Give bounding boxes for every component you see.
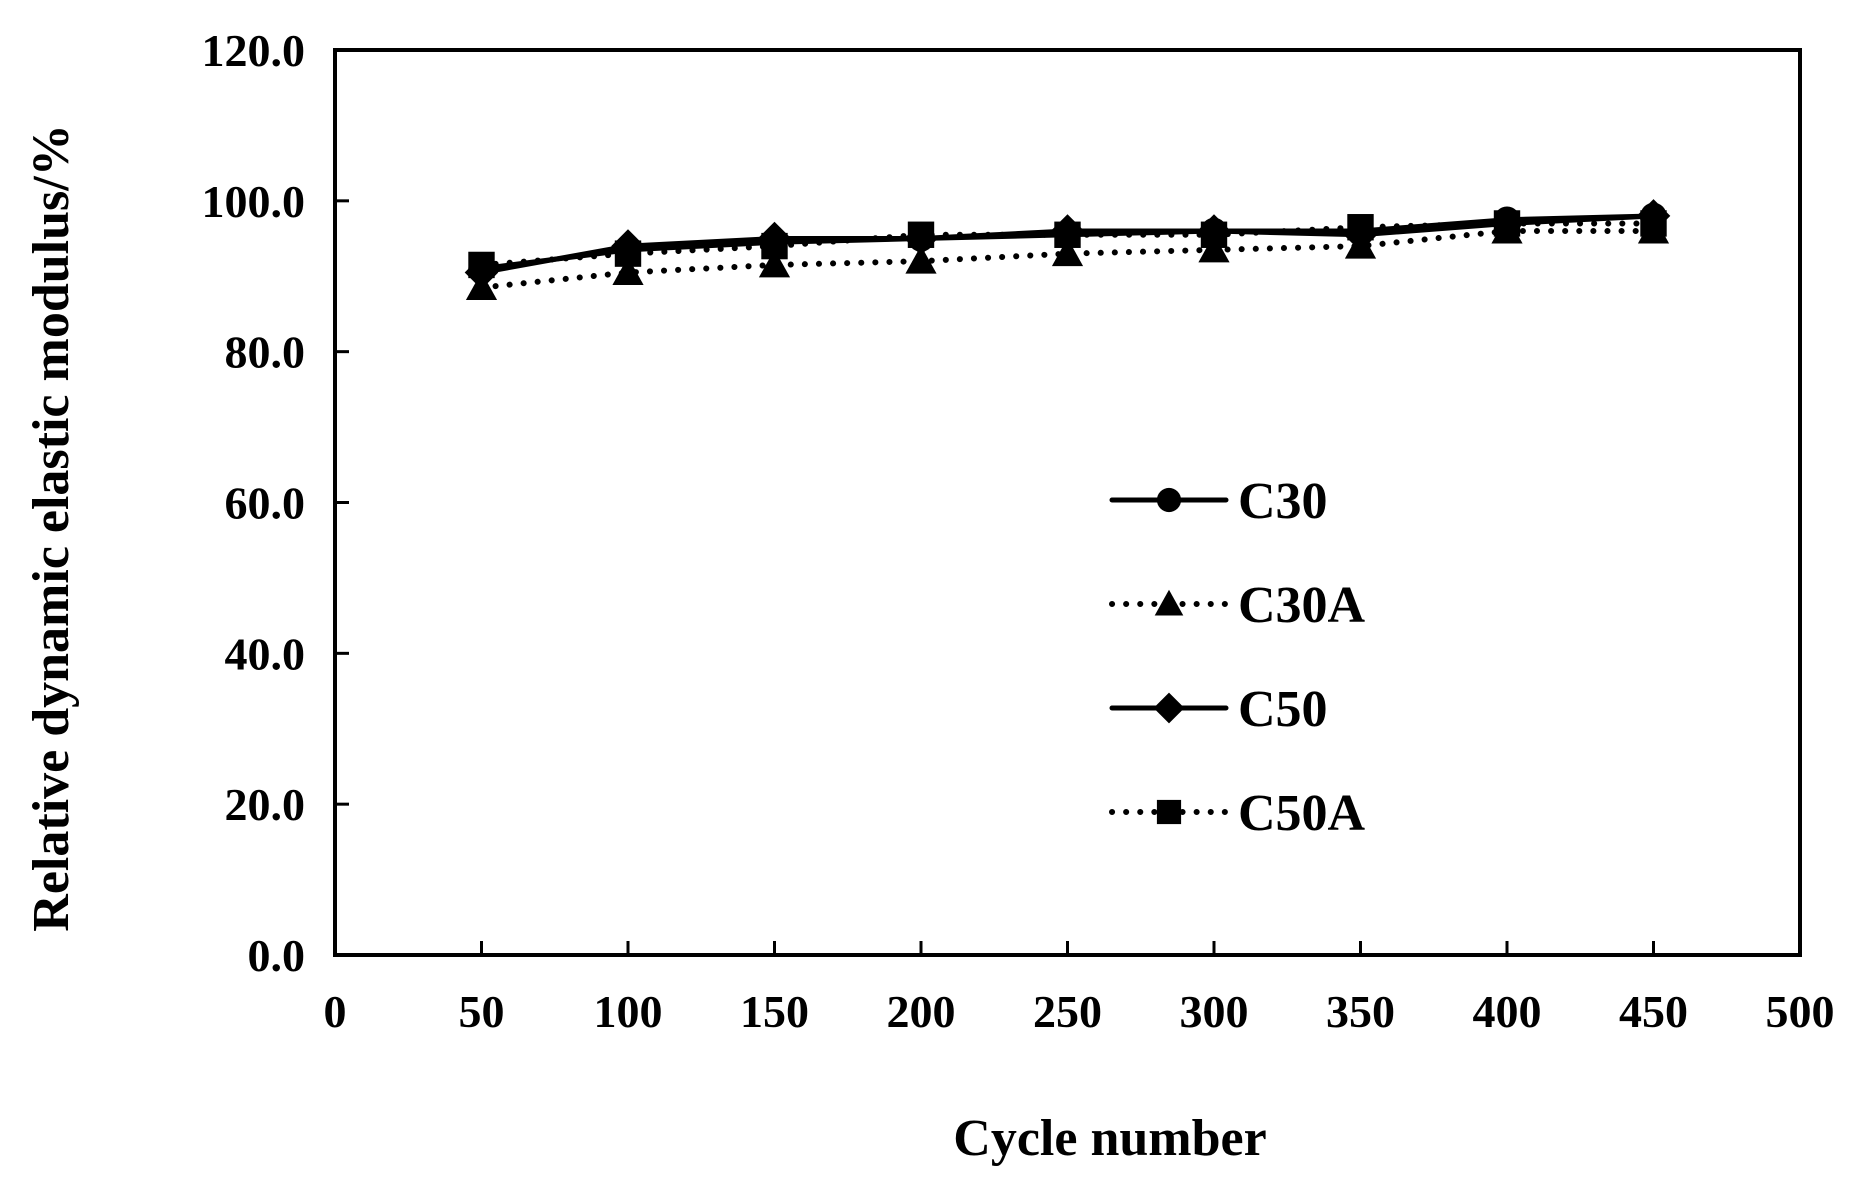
x-tick-label: 100 <box>594 986 663 1037</box>
legend-marker-C30A <box>1154 589 1184 616</box>
data-point-C50A <box>761 232 788 260</box>
series-C50A <box>468 210 1667 279</box>
data-point-C30A <box>905 245 937 274</box>
y-tick-label: 40.0 <box>225 628 306 679</box>
x-tick-label: 300 <box>1180 986 1249 1037</box>
y-tick-label: 20.0 <box>225 779 306 830</box>
y-tick-label: 120.0 <box>202 25 306 76</box>
data-point-C30A <box>1051 238 1084 267</box>
x-tick-label: 150 <box>740 986 809 1037</box>
series-line-C50A <box>478 220 1657 268</box>
series-layer <box>464 199 1671 301</box>
legend-marker-C50 <box>1153 692 1185 724</box>
series-line-C30A <box>478 228 1657 291</box>
x-tick-label: 250 <box>1033 986 1102 1037</box>
data-point-C50A <box>1200 221 1228 248</box>
x-axis-ticks: 0 50 100 150 200 250 300 350 400 450 500 <box>324 941 1835 1037</box>
data-point-C50A <box>1640 210 1667 237</box>
legend: C30 C30A C50 C50A <box>1109 473 1366 842</box>
y-axis-ticks: 0.0 20.0 40.0 60.0 80.0 100.0 120.0 <box>202 25 349 981</box>
legend-marker-C50A <box>1156 799 1182 825</box>
plot-frame <box>333 48 1802 957</box>
data-point-C30A <box>758 249 791 278</box>
legend-label: C30 <box>1238 473 1328 530</box>
x-tick-label: 400 <box>1473 986 1542 1037</box>
legend-marker-C30 <box>1156 487 1182 513</box>
y-tick-label: 100.0 <box>202 176 306 227</box>
data-point-C50A <box>1493 210 1521 237</box>
y-tick-label: 60.0 <box>225 478 306 529</box>
x-tick-label: 50 <box>459 986 505 1037</box>
data-point-C50A <box>468 251 495 279</box>
data-point-C50A <box>1054 221 1081 248</box>
x-tick-label: 200 <box>887 986 956 1037</box>
x-axis-label: Cycle number <box>953 1110 1266 1167</box>
x-tick-label: 0 <box>324 986 347 1037</box>
data-point-C30A <box>1198 234 1230 263</box>
legend-label: C50A <box>1238 785 1366 842</box>
y-tick-label: 0.0 <box>248 930 306 981</box>
legend-label: C50 <box>1238 681 1328 738</box>
x-tick-label: 500 <box>1766 986 1835 1037</box>
legend-label: C30A <box>1238 577 1366 634</box>
data-point-C50A <box>907 221 935 248</box>
data-point-C50A <box>1347 214 1374 241</box>
x-tick-label: 450 <box>1619 986 1688 1037</box>
y-tick-label: 80.0 <box>225 327 306 378</box>
y-axis-label: Relative dynamic elastic modulus/% <box>23 124 80 931</box>
data-point-C30A <box>612 256 644 285</box>
x-tick-label: 350 <box>1326 986 1395 1037</box>
data-point-C50A <box>614 240 642 267</box>
